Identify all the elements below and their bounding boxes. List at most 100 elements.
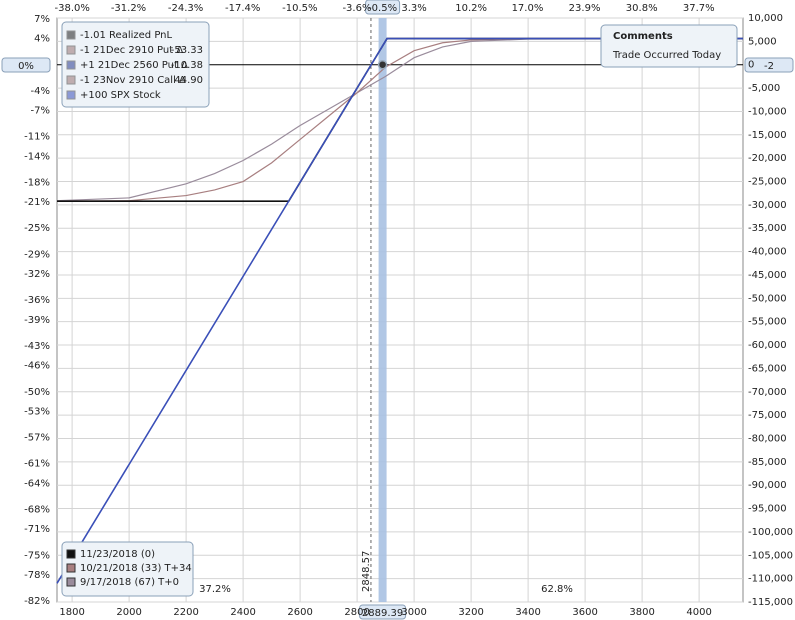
y-tick-label: -60,000: [748, 340, 787, 351]
x2-tick-label: 37.7%: [683, 3, 715, 14]
y-tick-label: -75,000: [748, 410, 787, 421]
x2-tick-label: 30.8%: [626, 3, 658, 14]
y2-tick-label: -14%: [24, 151, 50, 162]
y2-tick-label: -18%: [24, 177, 50, 188]
y2-tick-label: -11%: [24, 132, 50, 143]
y-tick-label: -10,000: [748, 106, 787, 117]
position-text: -1.01 Realized PnL: [80, 30, 173, 41]
legend-icon: [66, 45, 76, 55]
spot-change: -0.5%: [368, 3, 397, 14]
x-tick-label: 2400: [230, 607, 255, 618]
spot-price: 2889.39: [362, 608, 403, 619]
y-tick-label: -5,000: [748, 83, 780, 94]
spot-pnl-pct-box: [1, 57, 51, 73]
y2-tick-label: -71%: [24, 524, 50, 535]
y2-tick-label: -53%: [24, 406, 50, 417]
y-tick-label: -30,000: [748, 200, 787, 211]
x2-tick-label: 3.3%: [401, 3, 426, 14]
x-tick-label: 1800: [59, 607, 84, 618]
y-tick-label: 5,000: [748, 36, 777, 47]
y2-tick-label: -21%: [24, 197, 50, 208]
series-line: [56, 37, 743, 202]
position-text: -1 23Nov 2910 Call Δ: [80, 75, 186, 86]
y2-tick-label: -46%: [24, 361, 50, 372]
spot-change-box: [365, 0, 401, 15]
y-tick-label: -90,000: [748, 480, 787, 491]
spot-price-box: [359, 604, 407, 620]
y2-tick-label: -4%: [31, 86, 50, 97]
y-tick-label: -95,000: [748, 504, 787, 515]
y-tick-label: -100,000: [748, 527, 793, 538]
legend-icon: [66, 60, 76, 70]
position-delta: -10.38: [171, 60, 203, 71]
x-tick-label: 3200: [458, 607, 483, 618]
x-tick-label: 3600: [572, 607, 597, 618]
x2-tick-label: -3.6%: [342, 3, 371, 14]
position-delta: 44.90: [174, 75, 203, 86]
breakeven-label: 2848.57: [361, 551, 372, 592]
y2-tick-label: -78%: [24, 570, 50, 581]
legend-icon: [66, 75, 76, 85]
y-tick-label: -35,000: [748, 223, 787, 234]
spot-band: [378, 18, 387, 602]
y2-tick-label: -36%: [24, 295, 50, 306]
x2-tick-label: -10.5%: [282, 3, 317, 14]
x-tick-label: 2600: [287, 607, 312, 618]
x2-tick-label: 23.9%: [569, 3, 601, 14]
y-tick-label: -40,000: [748, 247, 787, 258]
series-legend: [61, 541, 194, 597]
comments-title: Comments: [613, 31, 673, 42]
y2-tick-label: 4%: [34, 34, 50, 45]
x2-tick-label: 17.0%: [512, 3, 544, 14]
x-tick-label: 4000: [686, 607, 711, 618]
x2-tick-label: -31.2%: [111, 3, 146, 14]
position-delta: -53.33: [171, 45, 203, 56]
legend-entry: 11/23/2018 (0): [80, 549, 155, 560]
x2-tick-label: -24.3%: [168, 3, 203, 14]
y2-tick-label: -25%: [24, 223, 50, 234]
y-tick-label: -25,000: [748, 177, 787, 188]
legend-icon: [66, 30, 76, 40]
plot-area: [56, 17, 744, 603]
y2-tick-label: -68%: [24, 505, 50, 516]
spot-marker: [377, 59, 388, 70]
y-tick-label: -115,000: [748, 597, 793, 608]
y2-tick-label: -57%: [24, 433, 50, 444]
series-line: [56, 37, 743, 584]
legend-swatch: [66, 549, 76, 559]
position-text: -1 21Dec 2910 Put Δ: [80, 45, 183, 56]
x2-tick-label: 10.2%: [455, 3, 487, 14]
series-line: [56, 37, 744, 202]
x2-tick-label: -38.0%: [55, 3, 90, 14]
y2-tick-label: -43%: [24, 341, 50, 352]
position-text: +100 SPX Stock: [80, 90, 161, 101]
y-tick-label: 0: [748, 60, 754, 71]
x-tick-label: 3400: [515, 607, 540, 618]
position-text: +1 21Dec 2560 Put Δ: [80, 60, 188, 71]
y-tick-label: -85,000: [748, 457, 787, 468]
y2-tick-label: -32%: [24, 269, 50, 280]
y2-tick-label: 7%: [34, 14, 50, 25]
legend-entry: 9/17/2018 (67) T+0: [80, 577, 179, 588]
y-tick-label: 10,000: [748, 13, 783, 24]
y-tick-label: -20,000: [748, 153, 787, 164]
comments-box: [600, 24, 738, 68]
x-tick-label: 3000: [401, 607, 426, 618]
y2-tick-label: -29%: [24, 249, 50, 260]
y-tick-label: -80,000: [748, 433, 787, 444]
probability-label: 37.2%: [199, 584, 231, 595]
x-tick-label: 2200: [173, 607, 198, 618]
probability-label: 62.8%: [541, 584, 573, 595]
y-tick-label: -70,000: [748, 387, 787, 398]
x-tick-label: 2800: [344, 607, 369, 618]
x-tick-label: 3800: [629, 607, 654, 618]
spot-pnl-box: [744, 57, 794, 73]
y2-tick-label: -75%: [24, 550, 50, 561]
y2-tick-label: -82%: [24, 596, 50, 607]
legend-swatch: [66, 577, 76, 587]
spot-pnl-pct: 0%: [18, 61, 34, 72]
spot-pnl: -2: [764, 61, 774, 72]
y-tick-label: -45,000: [748, 270, 787, 281]
y-tick-label: -55,000: [748, 317, 787, 328]
